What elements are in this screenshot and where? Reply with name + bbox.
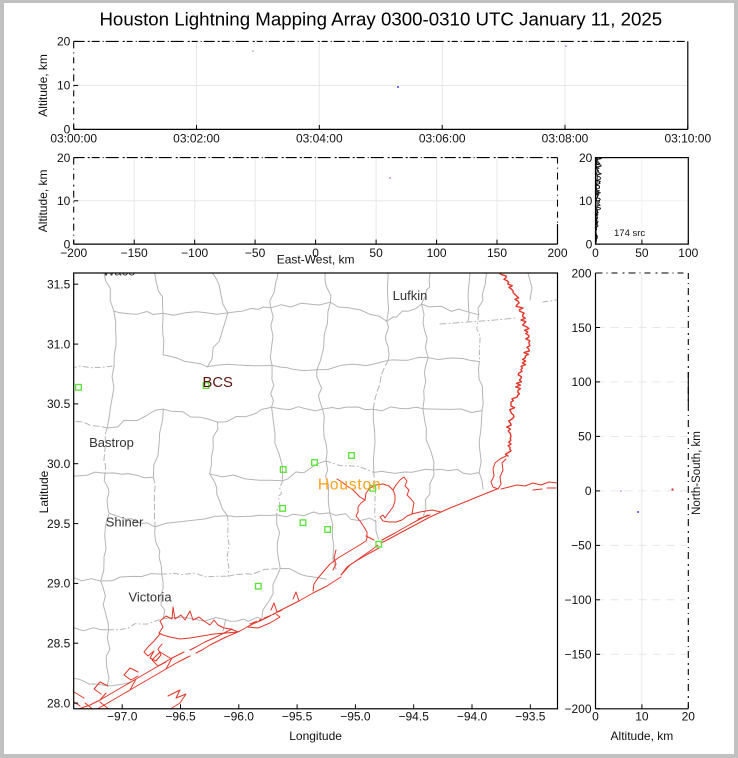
svg-text:−96.5: −96.5 bbox=[165, 710, 196, 724]
svg-text:0: 0 bbox=[64, 123, 71, 137]
svg-text:0: 0 bbox=[592, 246, 599, 260]
svg-text:Houston Lightning Mapping Arra: Houston Lightning Mapping Array 0300-031… bbox=[99, 9, 662, 30]
svg-text:Victoria: Victoria bbox=[128, 590, 172, 605]
svg-text:10: 10 bbox=[57, 79, 71, 93]
svg-text:28.0: 28.0 bbox=[47, 696, 71, 710]
svg-text:50: 50 bbox=[578, 430, 592, 444]
svg-text:−94.5: −94.5 bbox=[399, 710, 430, 724]
svg-text:03:08:00: 03:08:00 bbox=[542, 131, 589, 145]
svg-text:10: 10 bbox=[579, 194, 593, 208]
svg-text:10: 10 bbox=[57, 194, 71, 208]
svg-text:Altitude, km: Altitude, km bbox=[611, 729, 674, 743]
svg-text:0: 0 bbox=[586, 237, 593, 251]
svg-text:03:06:00: 03:06:00 bbox=[419, 131, 466, 145]
svg-text:−150: −150 bbox=[121, 246, 148, 260]
svg-text:Longitude: Longitude bbox=[289, 729, 342, 743]
svg-text:−200: −200 bbox=[564, 702, 591, 716]
svg-text:Altitude, km: Altitude, km bbox=[36, 54, 50, 117]
svg-text:174 src: 174 src bbox=[614, 228, 645, 239]
svg-text:29.0: 29.0 bbox=[47, 577, 71, 591]
svg-text:−150: −150 bbox=[564, 648, 591, 662]
svg-text:−94.0: −94.0 bbox=[457, 710, 488, 724]
svg-text:−95.5: −95.5 bbox=[282, 710, 313, 724]
svg-text:North-South, km: North-South, km bbox=[691, 431, 703, 515]
svg-text:20: 20 bbox=[57, 35, 71, 49]
svg-text:−50: −50 bbox=[245, 246, 266, 260]
svg-text:50: 50 bbox=[635, 246, 649, 260]
svg-text:−50: −50 bbox=[571, 539, 592, 553]
svg-text:Lufkin: Lufkin bbox=[393, 288, 428, 303]
svg-text:Shiner: Shiner bbox=[106, 515, 144, 530]
svg-text:−97.0: −97.0 bbox=[107, 710, 138, 724]
svg-text:100: 100 bbox=[427, 246, 447, 260]
svg-text:East-West, km: East-West, km bbox=[277, 253, 355, 267]
svg-text:−96.0: −96.0 bbox=[224, 710, 255, 724]
svg-text:03:02:00: 03:02:00 bbox=[173, 131, 220, 145]
svg-text:31.0: 31.0 bbox=[47, 337, 71, 351]
svg-text:0: 0 bbox=[592, 710, 599, 724]
svg-text:150: 150 bbox=[571, 321, 591, 335]
svg-text:50: 50 bbox=[369, 246, 383, 260]
svg-text:03:04:00: 03:04:00 bbox=[296, 131, 343, 145]
svg-text:−100: −100 bbox=[181, 246, 208, 260]
svg-text:150: 150 bbox=[487, 246, 507, 260]
svg-text:−93.5: −93.5 bbox=[515, 710, 546, 724]
svg-text:−95.0: −95.0 bbox=[340, 710, 371, 724]
svg-text:03:10:00: 03:10:00 bbox=[664, 131, 711, 145]
svg-text:−100: −100 bbox=[564, 593, 591, 607]
svg-text:0: 0 bbox=[64, 237, 71, 251]
svg-text:30.5: 30.5 bbox=[47, 397, 71, 411]
svg-text:Altitude, km: Altitude, km bbox=[36, 169, 50, 232]
svg-text:Bastrop: Bastrop bbox=[89, 435, 134, 450]
svg-text:100: 100 bbox=[571, 375, 591, 389]
svg-text:20: 20 bbox=[579, 151, 593, 165]
svg-text:200: 200 bbox=[547, 246, 567, 260]
svg-text:Latitude: Latitude bbox=[37, 470, 51, 513]
svg-text:31.5: 31.5 bbox=[47, 278, 71, 292]
svg-text:BCS: BCS bbox=[202, 375, 233, 391]
svg-text:30.0: 30.0 bbox=[47, 457, 71, 471]
svg-text:200: 200 bbox=[571, 266, 591, 280]
svg-text:20: 20 bbox=[57, 151, 71, 165]
svg-text:−200: −200 bbox=[60, 246, 87, 260]
svg-text:Houston: Houston bbox=[318, 477, 382, 494]
svg-text:Waco: Waco bbox=[103, 264, 136, 279]
svg-text:10: 10 bbox=[635, 710, 649, 724]
svg-text:29.5: 29.5 bbox=[47, 517, 71, 531]
svg-text:0: 0 bbox=[585, 484, 592, 498]
svg-text:03:00:00: 03:00:00 bbox=[50, 131, 97, 145]
svg-text:20: 20 bbox=[682, 710, 696, 724]
svg-text:100: 100 bbox=[678, 246, 698, 260]
svg-text:28.5: 28.5 bbox=[47, 637, 71, 651]
svg-text:0: 0 bbox=[312, 246, 319, 260]
